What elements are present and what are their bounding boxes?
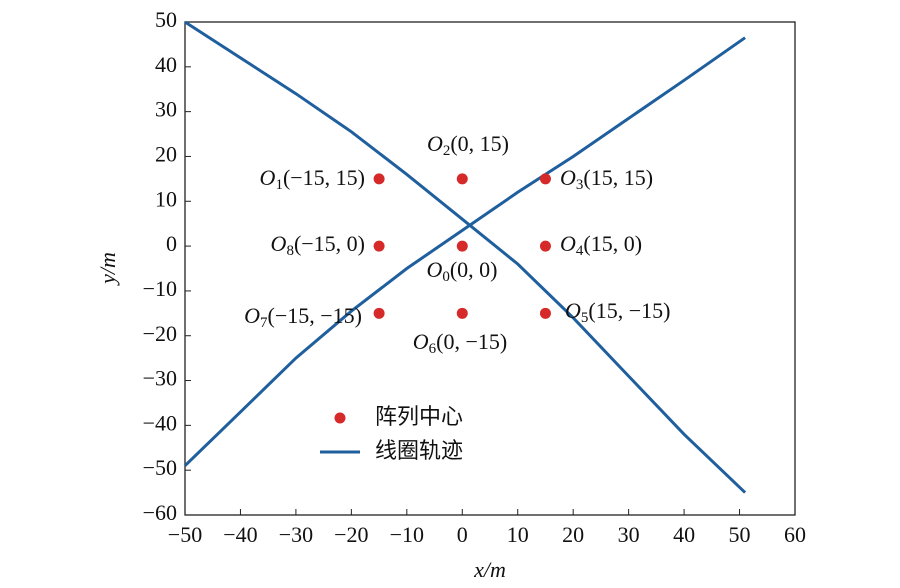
point-label: O5(15, −15) xyxy=(565,298,670,326)
y-tick-label: 0 xyxy=(166,231,177,256)
y-axis-label: y/m xyxy=(95,252,120,286)
point-label-base: O xyxy=(271,231,287,256)
point-label: O0(0, 0) xyxy=(426,257,497,285)
point-label-coords: (0, 0) xyxy=(450,257,498,282)
point-label-sub: 5 xyxy=(581,310,589,326)
array-center xyxy=(456,173,468,185)
y-tick-label: 10 xyxy=(155,186,177,211)
point-label: O1(−15, 15) xyxy=(260,165,365,193)
x-tick-label: 50 xyxy=(729,522,751,547)
point-label: O7(−15, −15) xyxy=(244,303,362,331)
y-tick-label: −50 xyxy=(143,455,177,480)
legend-marker xyxy=(334,412,346,424)
point-label: O6(0, −15) xyxy=(413,329,507,357)
y-tick-label: 40 xyxy=(155,52,177,77)
point-label-sub: 7 xyxy=(260,315,268,331)
point-label-sub: 8 xyxy=(286,243,294,259)
x-tick-label: −10 xyxy=(390,522,424,547)
array-center xyxy=(539,307,551,319)
array-center xyxy=(456,307,468,319)
x-tick-label: 0 xyxy=(457,522,468,547)
point-label: O2(0, 15) xyxy=(427,131,509,159)
y-tick-label: −10 xyxy=(143,276,177,301)
point-label-sub: 6 xyxy=(429,341,437,357)
x-tick-label: −50 xyxy=(168,522,202,547)
point-label-coords: (0, 15) xyxy=(450,131,509,156)
y-tick-label: −60 xyxy=(143,500,177,525)
point-label-coords: (15, 15) xyxy=(583,165,653,190)
point-label-sub: 2 xyxy=(443,143,451,159)
y-tick-label: 30 xyxy=(155,97,177,122)
array-center xyxy=(456,240,468,252)
point-label-sub: 0 xyxy=(442,269,450,285)
array-center xyxy=(373,307,385,319)
x-axis-label: x/m xyxy=(473,557,506,582)
x-tick-label: −40 xyxy=(223,522,257,547)
legend-label: 阵列中心 xyxy=(375,405,463,430)
point-label-base: O xyxy=(413,329,429,354)
point-label-coords: (15, −15) xyxy=(588,298,670,323)
point-label-sub: 3 xyxy=(576,177,584,193)
point-label-coords: (0, −15) xyxy=(436,329,507,354)
point-label-base: O xyxy=(244,303,260,328)
point-label-base: O xyxy=(560,231,576,256)
point-label-sub: 1 xyxy=(275,177,283,193)
point-label-coords: (−15, 0) xyxy=(294,231,365,256)
x-tick-label: 40 xyxy=(673,522,695,547)
point-label-base: O xyxy=(260,165,276,190)
x-tick-label: 60 xyxy=(784,522,806,547)
point-label-base: O xyxy=(560,165,576,190)
x-tick-label: −20 xyxy=(334,522,368,547)
point-label: O4(15, 0) xyxy=(560,231,642,259)
point-label: O8(−15, 0) xyxy=(271,231,365,259)
x-tick-label: −30 xyxy=(279,522,313,547)
array-center xyxy=(539,240,551,252)
point-label-coords: (−15, 15) xyxy=(283,165,365,190)
point-label-base: O xyxy=(427,131,443,156)
point-label: O3(15, 15) xyxy=(560,165,653,193)
y-tick-label: −40 xyxy=(143,410,177,435)
trajectory-line xyxy=(183,20,747,494)
array-center xyxy=(373,173,385,185)
x-tick-label: 20 xyxy=(562,522,584,547)
y-tick-label: −30 xyxy=(143,366,177,391)
point-label-base: O xyxy=(426,257,442,282)
x-tick-label: 30 xyxy=(618,522,640,547)
plot-frame xyxy=(184,21,796,516)
array-center xyxy=(539,173,551,185)
x-tick-label: 10 xyxy=(507,522,529,547)
y-tick-label: 20 xyxy=(155,142,177,167)
point-label-coords: (15, 0) xyxy=(583,231,642,256)
y-tick-label: 50 xyxy=(155,7,177,32)
point-label-coords: (−15, −15) xyxy=(268,303,362,328)
point-label-sub: 4 xyxy=(576,243,584,259)
point-label-base: O xyxy=(565,298,581,323)
legend-label: 线圈轨迹 xyxy=(375,439,463,464)
y-tick-label: −20 xyxy=(143,321,177,346)
array-center xyxy=(373,240,385,252)
